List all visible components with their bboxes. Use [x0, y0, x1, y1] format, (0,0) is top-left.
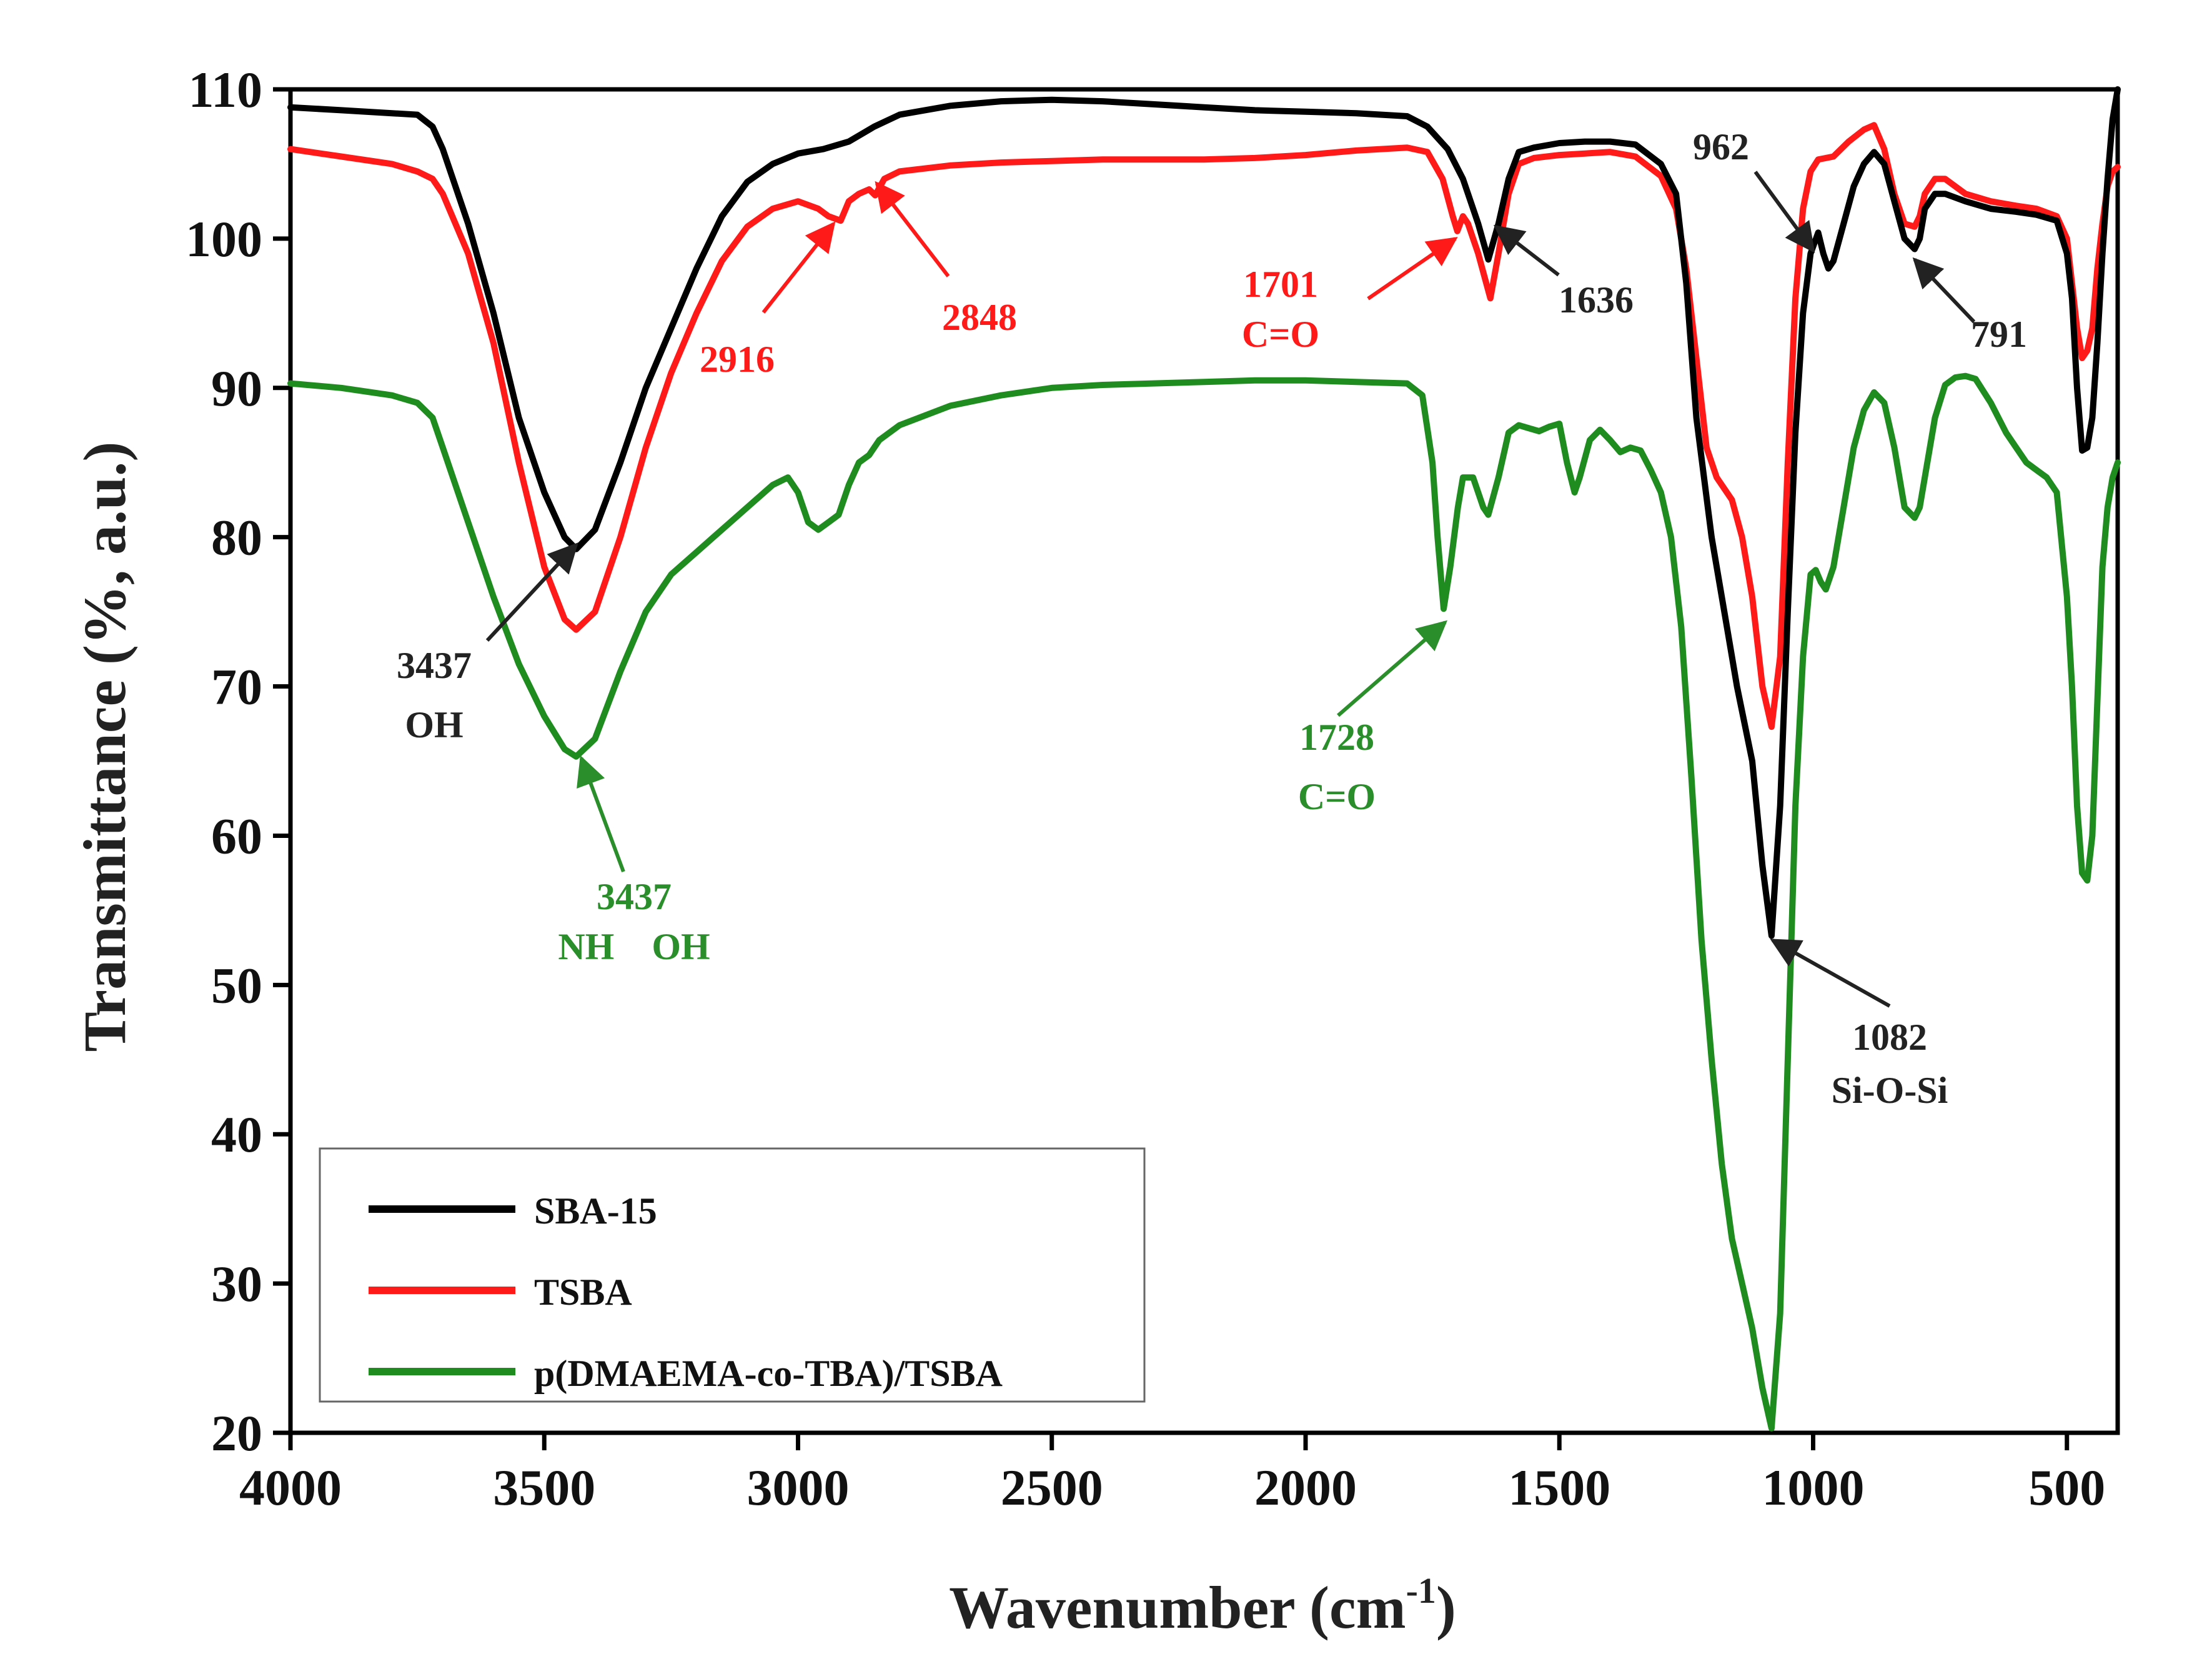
ann-1082-label: 1082 [1852, 1017, 1927, 1058]
ann-1728-label: C=O [1298, 776, 1376, 817]
ann-1728-label: 1728 [1299, 717, 1374, 758]
ann-2916: 2916 [700, 221, 836, 380]
ann-1636: 1636 [1493, 224, 1634, 321]
legend-box [319, 1147, 1146, 1403]
series-layer [287, 86, 2121, 1432]
x-axis-title: Wavenumber (cm-1) [949, 1570, 1456, 1641]
ann-2916-arrow [761, 221, 836, 314]
ann-1728: 1728 C=O [1298, 620, 1448, 817]
ann-1082: 1082 Si-O-Si [1770, 939, 1948, 1111]
x-axis-title-end: ) [1436, 1574, 1456, 1641]
y-tick-label: 20 [211, 1405, 262, 1462]
ann-1701-label: 1701 [1243, 264, 1318, 305]
ann-2848-label: 2848 [942, 297, 1017, 338]
series-sba15-line [287, 86, 2121, 939]
legend-label-sba15: SBA-15 [534, 1190, 657, 1232]
ann-3437-poly-arrow [577, 755, 625, 873]
ann-2848: 2848 [875, 181, 1017, 338]
ann-3437-sba-arrow [485, 542, 578, 642]
ann-1082-label: Si-O-Si [1832, 1070, 1948, 1111]
x-tick-label: 2000 [1254, 1459, 1357, 1516]
y-tick-label: 110 [189, 61, 262, 118]
ann-1701: 1701 C=O [1242, 237, 1458, 355]
series-tsba-line [287, 122, 2121, 730]
ann-3437-sba-label: OH [405, 704, 463, 745]
ann-1701-arrow [1367, 237, 1458, 301]
x-axis-title-main: Wavenumber (cm [949, 1574, 1406, 1641]
ann-3437-poly-label: NH OH [558, 926, 710, 967]
x-axis-title-superscript: -1 [1406, 1570, 1436, 1611]
ann-962: 962 [1693, 126, 1815, 253]
y-tick-label: 100 [186, 211, 262, 267]
x-tick-label: 1500 [1508, 1459, 1610, 1516]
x-tick-label: 3000 [747, 1459, 850, 1516]
ann-791-label: 791 [1971, 314, 2027, 355]
x-tick-label: 2500 [1001, 1459, 1103, 1516]
x-tick-label: 1000 [1762, 1459, 1865, 1516]
annotation-layer: 3437 OH 2916 2848 1701 C=O 1636 962 791 3437 NH OH… [397, 126, 2027, 1111]
ann-3437-poly: 3437 NH OH [558, 755, 710, 967]
x-tick-label: 4000 [239, 1459, 342, 1516]
ann-2848-arrow [875, 181, 950, 277]
y-tick-label: 90 [211, 360, 262, 417]
ann-3437-sba-label: 3437 [397, 645, 472, 686]
y-tick-label: 80 [211, 509, 262, 566]
ann-1728-arrow [1337, 620, 1448, 717]
plot-frame [288, 87, 2120, 1435]
y-axis-title: Transmittance (%, a.u.) [71, 442, 138, 1052]
series-polymer-line [287, 372, 2121, 1432]
ann-962-label: 962 [1693, 126, 1749, 167]
ann-3437-sba: 3437 OH [397, 542, 578, 745]
y-tick-label: 30 [211, 1255, 262, 1312]
ann-1636-arrow [1493, 224, 1560, 277]
ann-1636-label: 1636 [1559, 279, 1634, 321]
legend: SBA-15 TSBA p(DMAEMA-co-TBA)/TSBA [319, 1147, 1146, 1403]
ann-791: 791 [1912, 257, 2027, 355]
x-tick-label: 500 [2028, 1459, 2105, 1516]
legend-label-polymer: p(DMAEMA-co-TBA)/TSBA [534, 1353, 1003, 1394]
legend-label-tsba: TSBA [534, 1272, 632, 1313]
x-axis: 4000 3500 3000 2500 2000 1500 1000 500 [239, 1433, 2105, 1516]
y-axis: 20 30 40 50 60 70 80 90 100 110 [186, 61, 290, 1462]
y-tick-label: 40 [211, 1106, 262, 1163]
y-tick-label: 60 [211, 807, 262, 864]
y-tick-label: 70 [211, 659, 262, 715]
ann-1701-label: C=O [1242, 314, 1319, 355]
ann-2916-label: 2916 [700, 339, 775, 380]
ann-3437-poly-label: 3437 [597, 876, 672, 917]
ann-791-arrow [1912, 257, 1976, 324]
ann-962-arrow [1753, 171, 1815, 253]
x-tick-label: 3500 [493, 1459, 595, 1516]
y-tick-label: 50 [211, 957, 262, 1014]
ann-1082-arrow [1770, 939, 1891, 1008]
